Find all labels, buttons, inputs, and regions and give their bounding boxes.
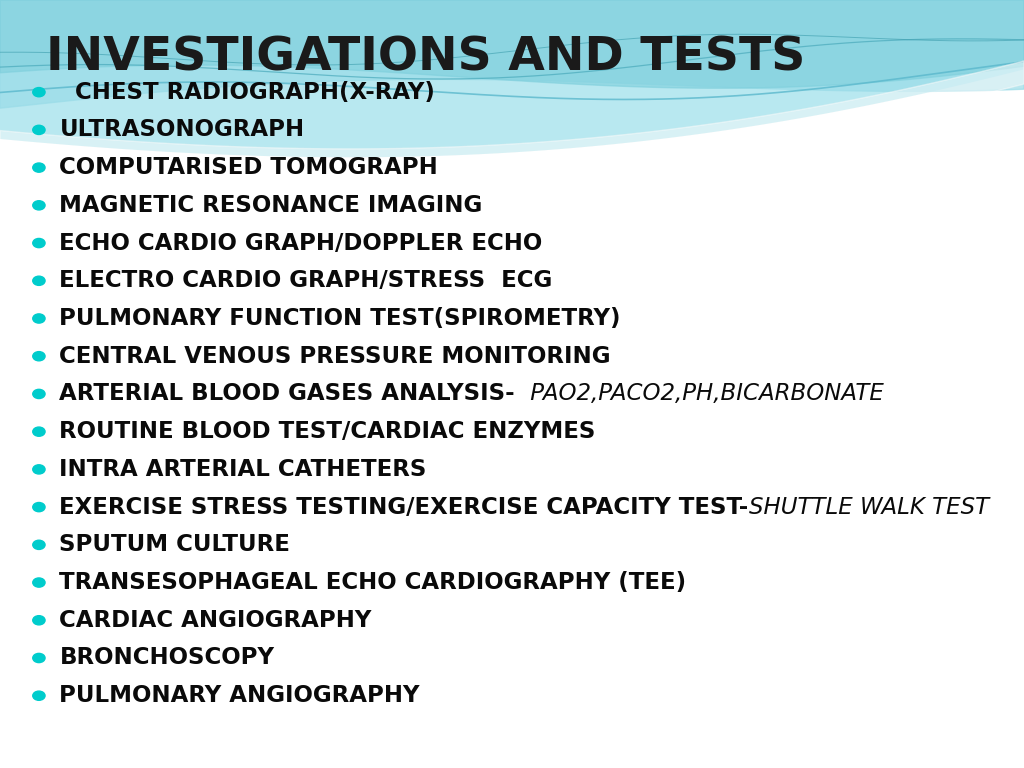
Circle shape [33,88,45,97]
Circle shape [33,163,45,172]
Circle shape [33,238,45,247]
Text: PULMONARY FUNCTION TEST(SPIROMETRY): PULMONARY FUNCTION TEST(SPIROMETRY) [59,307,621,330]
Circle shape [33,352,45,361]
Text: INTRA ARTERIAL CATHETERS: INTRA ARTERIAL CATHETERS [59,458,427,481]
Text: ELECTRO CARDIO GRAPH/STRESS  ECG: ELECTRO CARDIO GRAPH/STRESS ECG [59,270,553,293]
Circle shape [33,502,45,511]
Text: CHEST RADIOGRAPH(X-RAY): CHEST RADIOGRAPH(X-RAY) [59,81,435,104]
Circle shape [33,276,45,286]
Circle shape [33,200,45,210]
Text: CARDIAC ANGIOGRAPHY: CARDIAC ANGIOGRAPHY [59,609,372,632]
Circle shape [33,691,45,700]
Circle shape [33,125,45,134]
Text: TRANSESOPHAGEAL ECHO CARDIOGRAPHY (TEE): TRANSESOPHAGEAL ECHO CARDIOGRAPHY (TEE) [59,571,686,594]
Text: PAO2,PACO2,PH,BICARBONATE: PAO2,PACO2,PH,BICARBONATE [523,382,884,406]
Text: PULMONARY ANGIOGRAPHY: PULMONARY ANGIOGRAPHY [59,684,420,707]
Text: ULTRASONOGRAPH: ULTRASONOGRAPH [59,118,304,141]
Circle shape [33,465,45,474]
Text: COMPUTARISED TOMOGRAPH: COMPUTARISED TOMOGRAPH [59,156,438,179]
Circle shape [33,654,45,663]
Text: BRONCHOSCOPY: BRONCHOSCOPY [59,647,274,670]
Text: EXERCISE STRESS TESTING/EXERCISE CAPACITY TEST-: EXERCISE STRESS TESTING/EXERCISE CAPACIT… [59,495,749,518]
Text: CENTRAL VENOUS PRESSURE MONITORING: CENTRAL VENOUS PRESSURE MONITORING [59,345,611,368]
Text: ARTERIAL BLOOD GASES ANALYSIS-: ARTERIAL BLOOD GASES ANALYSIS- [59,382,523,406]
Text: ROUTINE BLOOD TEST/CARDIAC ENZYMES: ROUTINE BLOOD TEST/CARDIAC ENZYMES [59,420,596,443]
Text: MAGNETIC RESONANCE IMAGING: MAGNETIC RESONANCE IMAGING [59,194,482,217]
Text: SPUTUM CULTURE: SPUTUM CULTURE [59,533,290,556]
Circle shape [33,540,45,549]
Circle shape [33,616,45,625]
Text: INVESTIGATIONS AND TESTS: INVESTIGATIONS AND TESTS [46,35,806,80]
Circle shape [33,314,45,323]
Circle shape [33,427,45,436]
Text: SHUTTLE WALK TEST: SHUTTLE WALK TEST [749,495,989,518]
Circle shape [33,578,45,588]
Circle shape [33,389,45,399]
Text: ECHO CARDIO GRAPH/DOPPLER ECHO: ECHO CARDIO GRAPH/DOPPLER ECHO [59,231,543,254]
